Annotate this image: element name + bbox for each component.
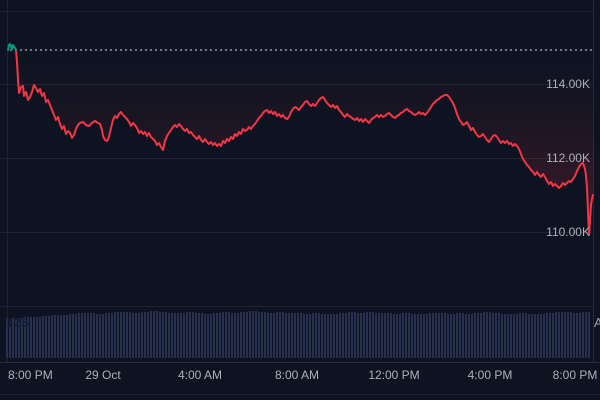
price-tick-label: 110.00K bbox=[546, 225, 590, 239]
clipped-right-label: A bbox=[594, 315, 600, 330]
time-tick-label: 29 Oct bbox=[85, 368, 121, 382]
time-tick-label: 12:00 PM bbox=[368, 368, 420, 382]
time-tick-label: 4:00 AM bbox=[177, 368, 223, 382]
price-tick-label: 112.00K bbox=[546, 151, 590, 165]
time-tick-label: 8:00 AM bbox=[274, 368, 320, 382]
time-tick-label: 4:00 PM bbox=[467, 368, 513, 382]
volume-scale-label: 125 bbox=[6, 315, 30, 330]
time-tick-label: 8:00 PM bbox=[8, 368, 53, 382]
price-tick-label: 114.00K bbox=[546, 77, 590, 91]
time-tick-label: 8:00 PM bbox=[552, 368, 598, 382]
